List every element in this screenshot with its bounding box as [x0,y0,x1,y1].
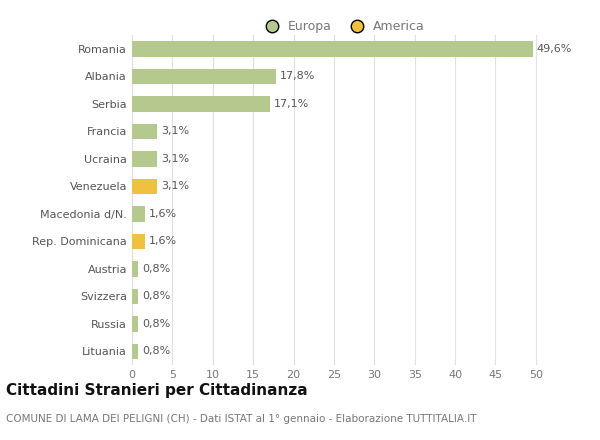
Text: Cittadini Stranieri per Cittadinanza: Cittadini Stranieri per Cittadinanza [6,383,308,398]
Bar [132,344,139,359]
Text: 17,1%: 17,1% [274,99,310,109]
Bar [132,124,157,139]
Text: 1,6%: 1,6% [149,209,177,219]
Bar [132,41,533,56]
Text: 3,1%: 3,1% [161,181,189,191]
Text: 49,6%: 49,6% [536,44,572,54]
Text: 0,8%: 0,8% [143,346,171,356]
Bar [132,289,139,304]
Legend: Europa, America: Europa, America [254,15,430,38]
Bar [132,234,145,249]
Bar [132,69,276,84]
Bar [132,261,139,276]
Bar [132,316,139,331]
Bar [132,151,157,166]
Text: 1,6%: 1,6% [149,236,177,246]
Text: COMUNE DI LAMA DEI PELIGNI (CH) - Dati ISTAT al 1° gennaio - Elaborazione TUTTIT: COMUNE DI LAMA DEI PELIGNI (CH) - Dati I… [6,414,476,424]
Bar [132,179,157,194]
Bar [132,96,270,111]
Text: 0,8%: 0,8% [143,264,171,274]
Text: 17,8%: 17,8% [280,71,315,81]
Bar [132,206,145,221]
Text: 0,8%: 0,8% [143,291,171,301]
Text: 3,1%: 3,1% [161,154,189,164]
Text: 3,1%: 3,1% [161,126,189,136]
Text: 0,8%: 0,8% [143,319,171,329]
